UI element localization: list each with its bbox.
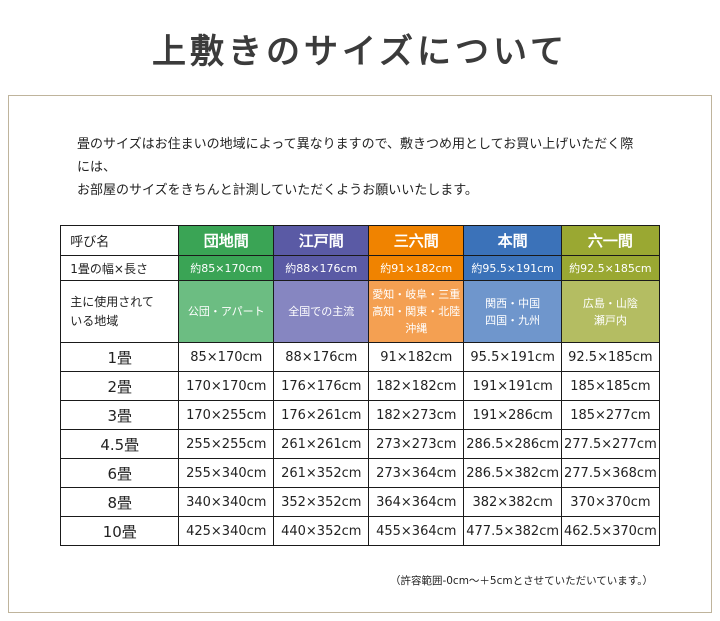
size-row-8: 8畳 340×340cm 352×352cm 364×364cm 382×382… — [60, 487, 660, 518]
size-cell: 455×364cm — [368, 516, 465, 547]
size-cell: 182×273cm — [368, 400, 465, 431]
col-header-rokuichi: 六一間 — [561, 225, 660, 257]
width-row: 1畳の幅×長さ 約85×170cm 約88×176cm 約91×182cm 約9… — [60, 255, 660, 282]
width-cell: 約85×170cm — [178, 255, 275, 282]
size-cell: 91×182cm — [368, 342, 465, 373]
tatami-size-table: 呼び名 団地間 江戸間 三六間 本間 六一間 1畳の幅×長さ 約85×170cm… — [60, 225, 660, 547]
tolerance-note: （許容範囲-0cm〜＋5cmとさせていただいています。） — [389, 575, 653, 588]
size-row-10: 10畳 425×340cm 440×352cm 455×364cm 477.5×… — [60, 516, 660, 547]
size-cell: 92.5×185cm — [561, 342, 660, 373]
size-cell: 370×370cm — [561, 487, 660, 518]
col-header-saburoku: 三六間 — [368, 225, 465, 257]
size-cell: 286.5×382cm — [463, 458, 562, 489]
col-header-edoma: 江戸間 — [273, 225, 370, 257]
size-cell: 255×340cm — [178, 458, 275, 489]
size-cell: 261×261cm — [273, 429, 370, 460]
description-text: 畳のサイズはお住まいの地域によって異なりますので、敷きつめ用としてお買い上げいた… — [77, 137, 634, 198]
size-cell: 277.5×368cm — [561, 458, 660, 489]
size-row-1: 1畳 85×170cm 88×176cm 91×182cm 95.5×191cm… — [60, 342, 660, 373]
size-cell: 273×364cm — [368, 458, 465, 489]
content-frame: 畳のサイズはお住まいの地域によって異なりますので、敷きつめ用としてお買い上げいた… — [8, 95, 712, 613]
size-cell: 364×364cm — [368, 487, 465, 518]
size-cell: 440×352cm — [273, 516, 370, 547]
region-cell: 愛知・岐阜・三重 高知・関東・北陸 沖縄 — [368, 280, 465, 344]
size-cell: 382×382cm — [463, 487, 562, 518]
width-row-label: 1畳の幅×長さ — [60, 255, 180, 282]
size-row-label: 6畳 — [60, 458, 180, 489]
region-cell: 公団・アパート — [178, 280, 275, 344]
size-cell: 425×340cm — [178, 516, 275, 547]
region-cell: 広島・山陰 瀬戸内 — [561, 280, 660, 344]
size-cell: 85×170cm — [178, 342, 275, 373]
size-row-label: 10畳 — [60, 516, 180, 547]
size-cell: 191×286cm — [463, 400, 562, 431]
size-cell: 185×277cm — [561, 400, 660, 431]
size-cell: 286.5×286cm — [463, 429, 562, 460]
size-cell: 182×182cm — [368, 371, 465, 402]
size-row-3: 3畳 170×255cm 176×261cm 182×273cm 191×286… — [60, 400, 660, 431]
size-cell: 185×185cm — [561, 371, 660, 402]
size-cell: 352×352cm — [273, 487, 370, 518]
page-title: 上敷きのサイズについて — [152, 32, 568, 72]
region-cell: 関西・中国 四国・九州 — [463, 280, 562, 344]
size-cell: 277.5×277cm — [561, 429, 660, 460]
header-row: 呼び名 団地間 江戸間 三六間 本間 六一間 — [60, 225, 660, 257]
col-header-honma: 本間 — [463, 225, 562, 257]
region-row-label: 主に使用されて いる地域 — [60, 280, 180, 344]
region-row: 主に使用されて いる地域 公団・アパート 全国での主流 愛知・岐阜・三重 高知・… — [60, 280, 660, 344]
corner-label: 呼び名 — [60, 225, 180, 257]
size-row-label: 2畳 — [60, 371, 180, 402]
size-cell: 462.5×370cm — [561, 516, 660, 547]
width-cell: 約95.5×191cm — [463, 255, 562, 282]
size-row-label: 8畳 — [60, 487, 180, 518]
size-row-2: 2畳 170×170cm 176×176cm 182×182cm 191×191… — [60, 371, 660, 402]
size-row-label: 1畳 — [60, 342, 180, 373]
width-cell: 約88×176cm — [273, 255, 370, 282]
size-row-4.5: 4.5畳 255×255cm 261×261cm 273×273cm 286.5… — [60, 429, 660, 460]
col-header-danchima: 団地間 — [178, 225, 275, 257]
region-cell: 全国での主流 — [273, 280, 370, 344]
size-cell: 176×261cm — [273, 400, 370, 431]
size-cell: 170×255cm — [178, 400, 275, 431]
size-cell: 95.5×191cm — [463, 342, 562, 373]
size-cell: 176×176cm — [273, 371, 370, 402]
size-cell: 191×191cm — [463, 371, 562, 402]
size-cell: 477.5×382cm — [463, 516, 562, 547]
width-cell: 約92.5×185cm — [561, 255, 660, 282]
size-cell: 273×273cm — [368, 429, 465, 460]
size-row-label: 4.5畳 — [60, 429, 180, 460]
size-row-label: 3畳 — [60, 400, 180, 431]
size-cell: 255×255cm — [178, 429, 275, 460]
size-cell: 340×340cm — [178, 487, 275, 518]
size-cell: 88×176cm — [273, 342, 370, 373]
size-row-6: 6畳 255×340cm 261×352cm 273×364cm 286.5×3… — [60, 458, 660, 489]
size-cell: 170×170cm — [178, 371, 275, 402]
width-cell: 約91×182cm — [368, 255, 465, 282]
size-cell: 261×352cm — [273, 458, 370, 489]
